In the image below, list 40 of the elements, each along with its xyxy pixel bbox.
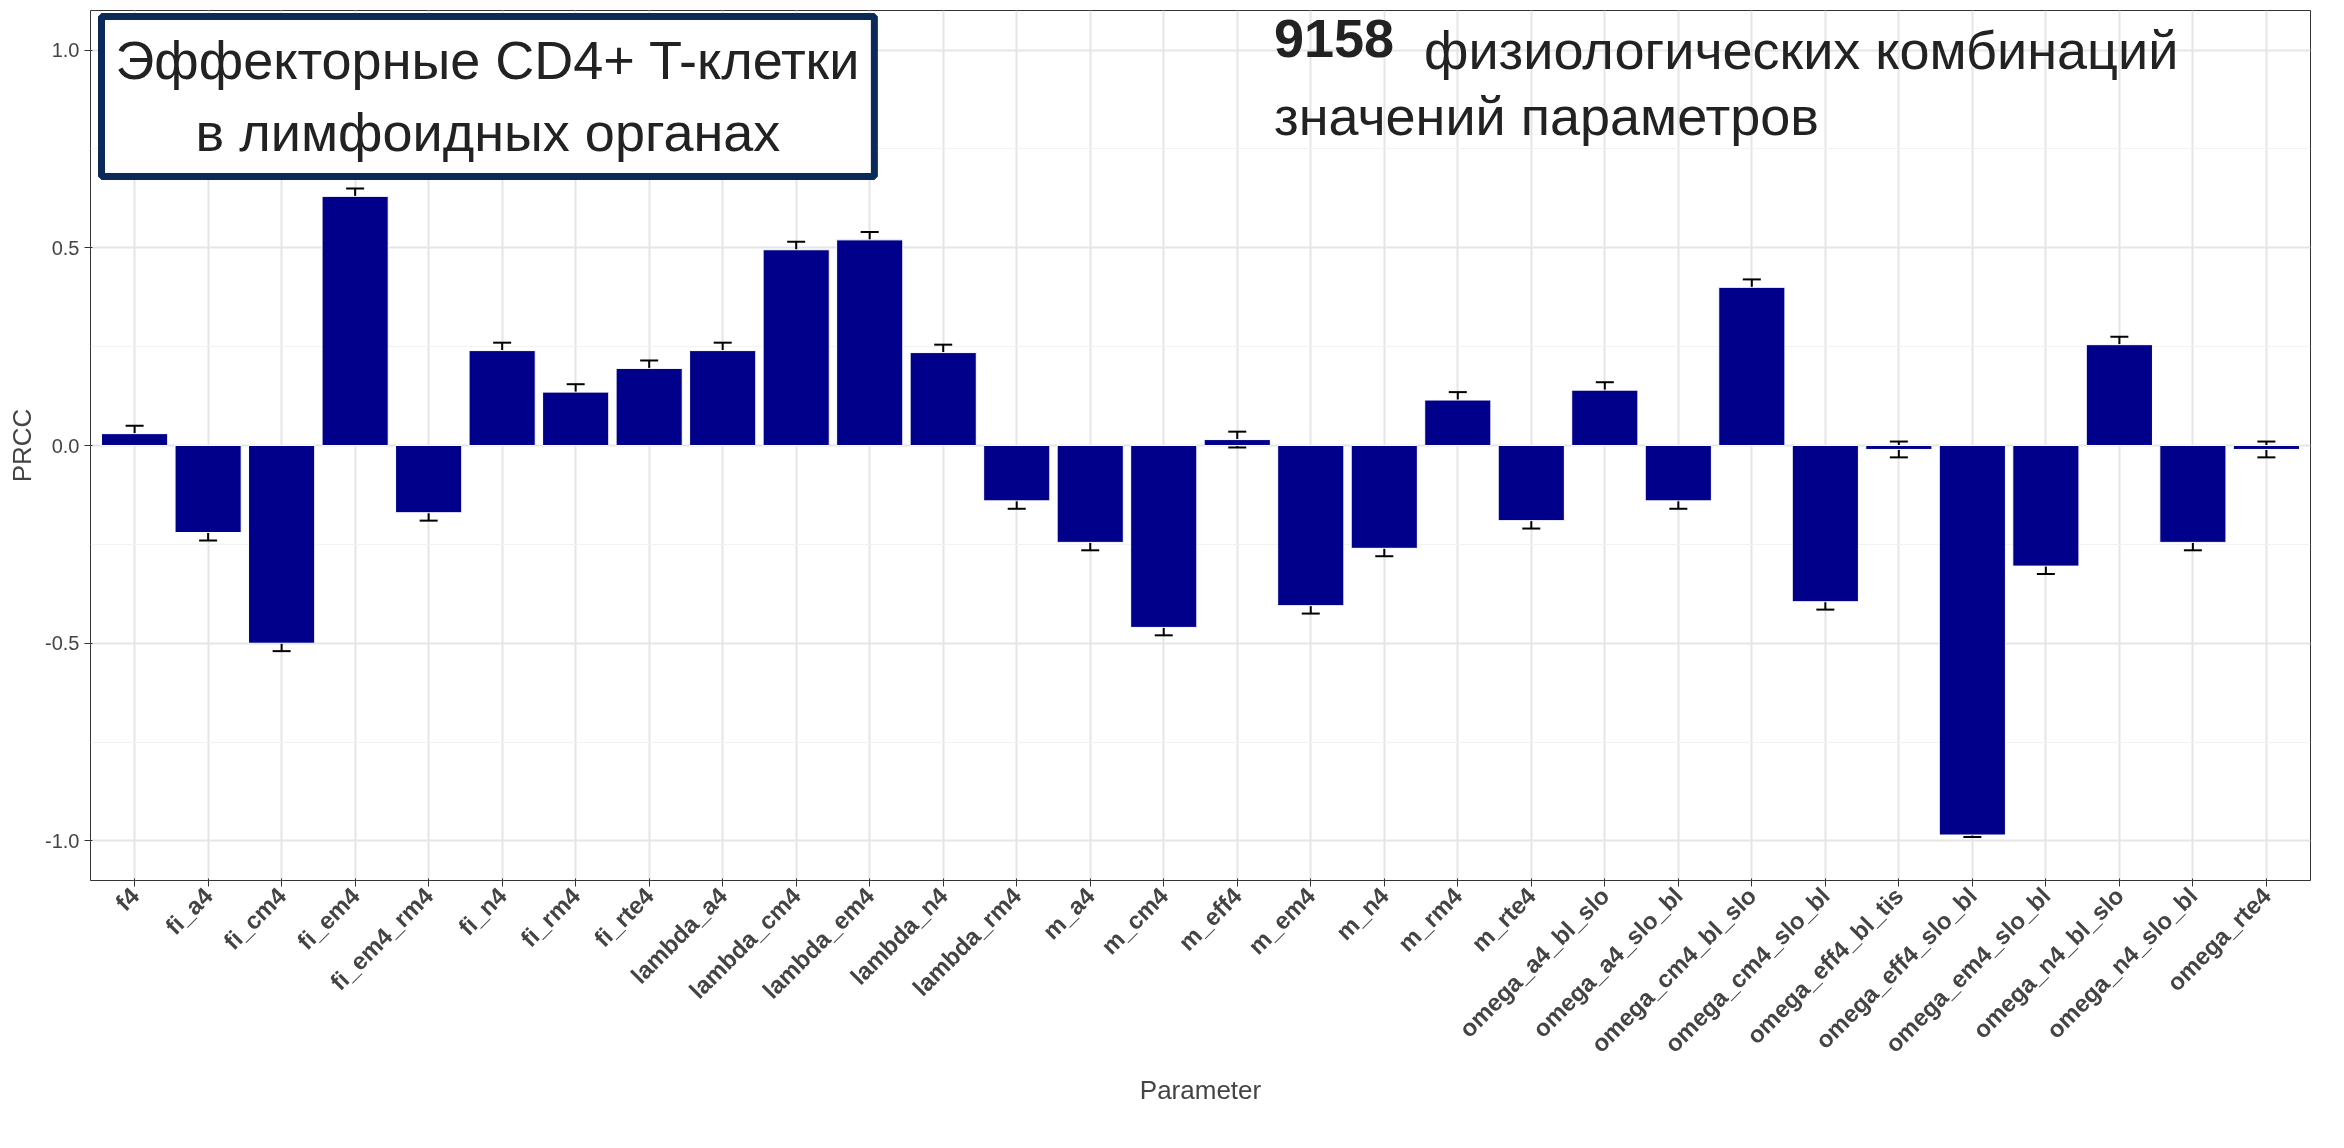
y-axis-title: PRCC [7,408,38,483]
bar [762,249,830,446]
bar [2085,344,2153,446]
annotation: 9158 физиологических комбинаций значений параметров [1274,8,2179,147]
bar [909,352,977,446]
bar [321,195,389,446]
bar [101,433,169,446]
bar [542,391,610,446]
y-tick-label: 0.0 [51,434,80,457]
x-axis-title: Parameter [1139,1075,1262,1106]
y-tick-label: -1.0 [45,829,80,852]
bar [1718,286,1786,446]
bar [1938,445,2006,836]
y-tick-label: -0.5 [45,632,80,655]
bar [1277,445,1345,607]
text: Эффекторные CD4+ T-клетки в лимфоидных органах [115,30,860,163]
x-tick-label: f4 [109,881,145,917]
bar [1571,389,1639,446]
bar [468,350,536,446]
bar [1497,445,1565,522]
bar [2159,445,2227,543]
bar [2232,445,2300,450]
bar [1791,445,1859,603]
bar [836,239,904,446]
bar [1350,445,1418,549]
bar [1865,445,1933,450]
bar [1130,445,1198,628]
bar [1056,445,1124,543]
bar [1424,399,1492,446]
bar [983,445,1051,502]
bar [1644,445,1712,502]
bar [615,367,683,446]
bar [689,350,757,446]
bar [395,445,463,514]
bar [248,445,316,644]
bar [1203,439,1271,446]
bar [2012,445,2080,567]
bar [174,445,242,533]
y-tick-label: 1.0 [51,39,80,62]
y-tick-label: 0.5 [51,236,80,259]
